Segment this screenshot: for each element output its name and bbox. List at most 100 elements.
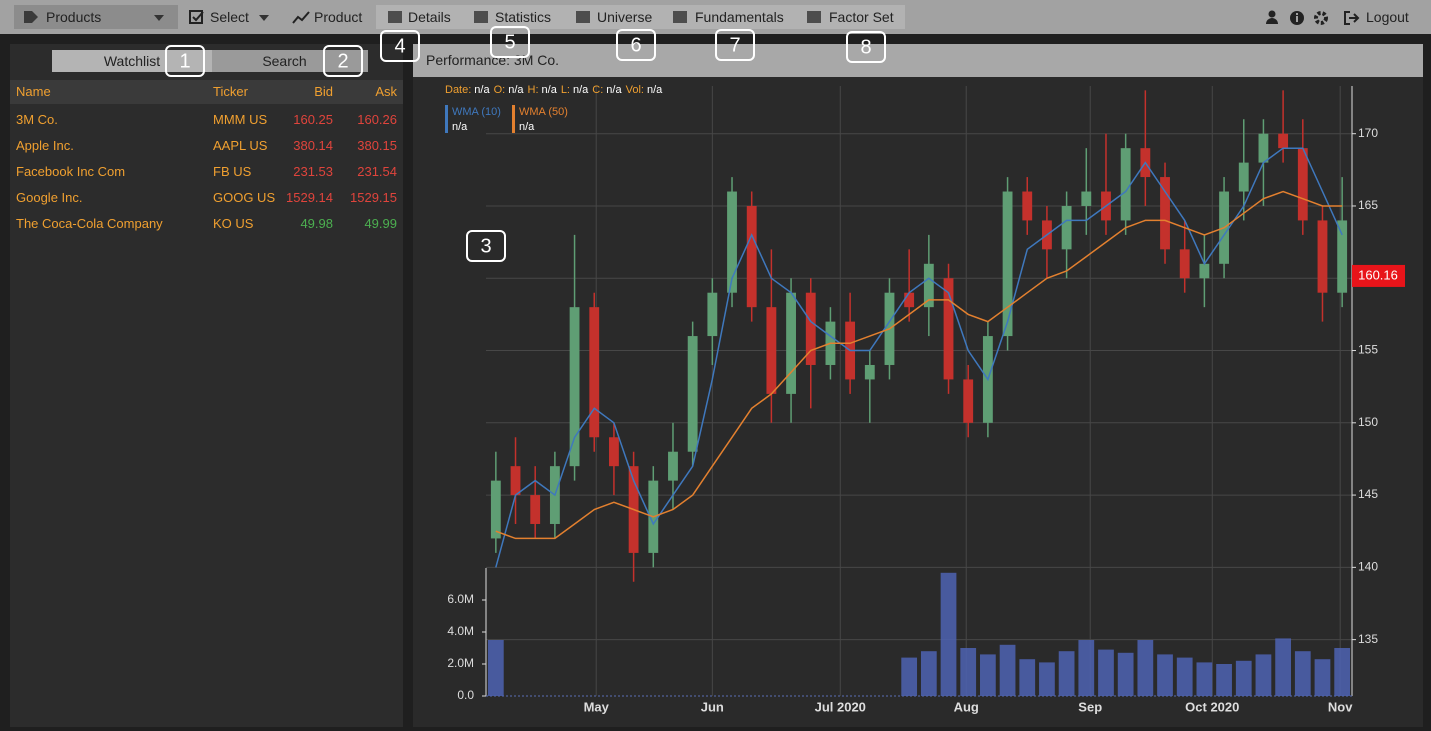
- volume-bar: [1157, 654, 1173, 696]
- volume-bar: [1196, 662, 1213, 696]
- x-tick-label: Nov: [1328, 699, 1353, 714]
- column-header[interactable]: Name: [16, 84, 51, 99]
- candle-body: [510, 466, 521, 496]
- tab[interactable]: Fundamentals: [695, 9, 784, 25]
- products-label[interactable]: Products: [46, 9, 102, 25]
- volume-bar: [487, 640, 504, 696]
- info-label: Vol:: [626, 84, 644, 96]
- candle-body: [1081, 191, 1092, 206]
- legend-name: WMA (50): [519, 106, 568, 118]
- watchlist-panel: Watchlist Search Name Ticker Bid Ask 3M Co. MMM…: [10, 44, 403, 727]
- select-menu[interactable]: Select: [210, 9, 249, 25]
- logout-icon: [1344, 11, 1360, 25]
- info-value: n/a: [606, 84, 622, 96]
- candle-body: [1297, 148, 1308, 221]
- volume-bar: [1216, 664, 1232, 696]
- chart-header: Performance: 3M Co.: [413, 44, 1423, 77]
- logout[interactable]: Logout: [1366, 9, 1409, 25]
- column-header[interactable]: Bid: [314, 84, 333, 99]
- products-dropdown[interactable]: [14, 5, 178, 29]
- x-tick-label: Aug: [954, 699, 979, 714]
- price: 380.14: [293, 138, 333, 153]
- x-tick-label: Oct 2020: [1185, 699, 1239, 714]
- info-label: Date:: [445, 84, 471, 96]
- column-header[interactable]: Ask: [375, 84, 397, 99]
- row-text: AAPL US: [213, 138, 268, 153]
- x-tick-label: Sep: [1078, 699, 1102, 714]
- info-label: H:: [528, 84, 539, 96]
- volume-tick-label: 6.0M: [447, 592, 474, 606]
- candle-body: [1258, 133, 1269, 163]
- caret: [154, 15, 164, 21]
- candle-body: [1337, 220, 1348, 293]
- volume-bar: [940, 572, 957, 696]
- candle-body: [923, 263, 934, 308]
- candle-body: [963, 379, 974, 423]
- y-tick-label: 135: [1358, 632, 1378, 646]
- watchlist-tab[interactable]: Watchlist: [103, 53, 161, 69]
- volume-bar: [1314, 659, 1331, 696]
- volume-bar: [1098, 649, 1114, 696]
- annotation-box: [616, 29, 656, 61]
- volume-bar: [960, 648, 977, 696]
- price: 380.15: [357, 138, 397, 153]
- annotation-box: [380, 30, 420, 62]
- price: 231.54: [357, 164, 397, 179]
- active-tab: [52, 50, 212, 72]
- candle-body: [530, 495, 541, 524]
- candle-body: [1120, 148, 1131, 221]
- row-text[interactable]: The Coca-Cola Company: [16, 216, 163, 231]
- annotation-box: [490, 26, 530, 58]
- table-header: [10, 80, 403, 104]
- y-tick-label: 170: [1358, 126, 1378, 140]
- price: 231.53: [293, 164, 333, 179]
- row-text[interactable]: 3M Co.: [16, 112, 58, 127]
- info-value: n/a: [474, 84, 490, 96]
- check-icon: [189, 10, 204, 24]
- candle-body: [786, 292, 796, 394]
- product-menu[interactable]: Product: [314, 9, 363, 25]
- y-tick-label: 150: [1358, 415, 1378, 429]
- column-header[interactable]: Ticker: [213, 84, 248, 99]
- volume-bar: [1255, 654, 1272, 696]
- row-text[interactable]: Google Inc.: [16, 190, 83, 205]
- legend-value: n/a: [519, 121, 535, 133]
- candle-body: [1160, 177, 1170, 250]
- row-text[interactable]: Apple Inc.: [16, 138, 74, 153]
- row-text: KO US: [213, 216, 254, 231]
- candle-body: [904, 292, 915, 308]
- volume-bar: [1334, 648, 1351, 696]
- annotation: 8: [860, 36, 871, 58]
- tab[interactable]: Details: [408, 9, 451, 25]
- row-text: GOOG US: [213, 190, 276, 205]
- tab[interactable]: Statistics: [495, 9, 552, 25]
- price: 160.25: [293, 112, 333, 127]
- annotation: 1: [179, 50, 190, 72]
- candle-body: [687, 336, 698, 452]
- volume-bar: [999, 644, 1016, 696]
- volume-bar: [1235, 660, 1252, 696]
- x-tick-label: Jun: [701, 699, 724, 714]
- tab-icon: [576, 11, 590, 23]
- legend-swatch: [445, 105, 448, 133]
- tab[interactable]: Universe: [597, 9, 653, 25]
- tab-icon: [388, 11, 402, 23]
- search-tab[interactable]: Search: [262, 53, 307, 69]
- candle-body: [609, 437, 619, 467]
- tab-icon: [807, 11, 821, 23]
- row-text[interactable]: Facebook Inc Com: [16, 164, 126, 179]
- candle-body: [1002, 191, 1013, 337]
- info-value: n/a: [542, 84, 558, 96]
- wma-line: [495, 190, 1343, 540]
- annotation: 2: [337, 50, 348, 72]
- volume-bar: [1117, 652, 1134, 696]
- annotation: 5: [504, 31, 515, 53]
- volume-bar: [901, 657, 918, 696]
- volume-bar: [1294, 651, 1311, 696]
- tab[interactable]: Factor Set: [829, 9, 894, 25]
- volume-bar: [1137, 640, 1154, 696]
- candle-body: [1317, 220, 1328, 293]
- x-tick-label: May: [584, 699, 610, 714]
- annotation-box: [715, 29, 755, 61]
